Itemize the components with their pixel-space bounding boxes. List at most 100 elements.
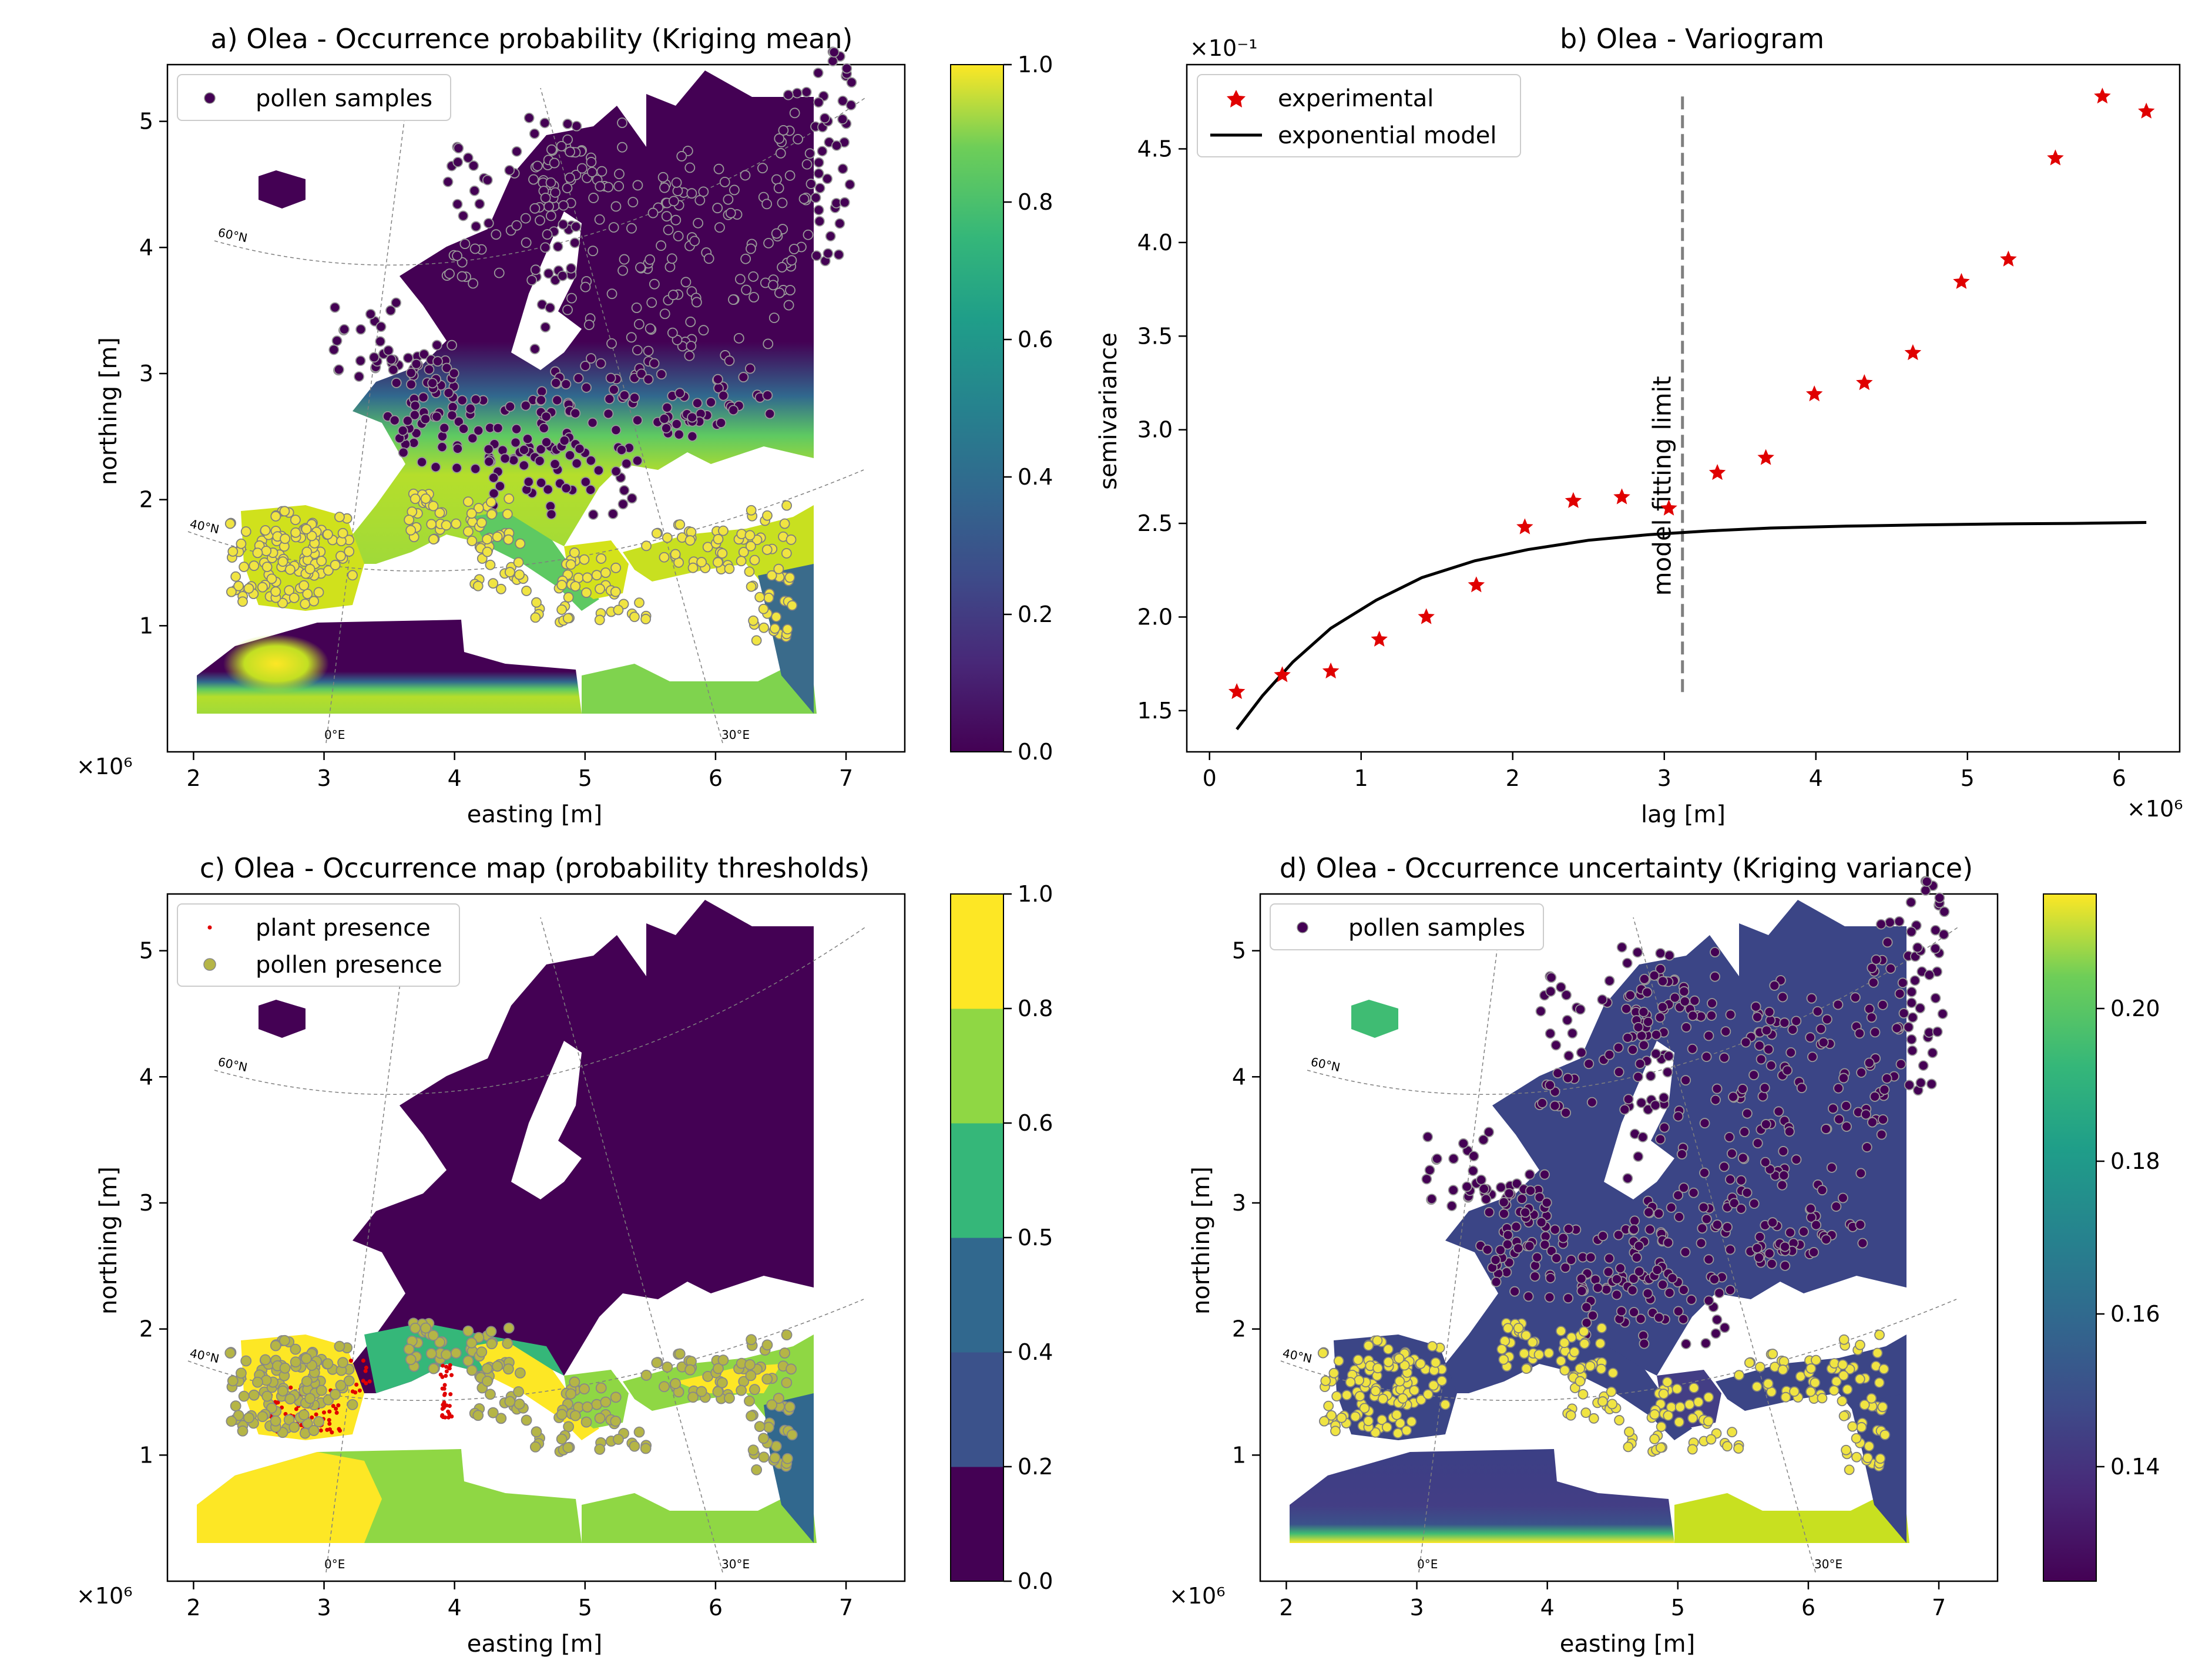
sample-point [1370, 1386, 1381, 1397]
sample-point [746, 581, 757, 592]
sample-point [538, 423, 549, 433]
x-tick-label: 6 [2112, 765, 2126, 791]
sample-point [1446, 1201, 1457, 1212]
sample-point [1857, 1238, 1868, 1249]
pollen-presence-point [556, 1433, 568, 1445]
panel-c-y-axis: 1 2 3 4 5 [139, 938, 167, 1468]
sample-point [1939, 906, 1950, 917]
panel-d-x-offset: ×10⁶ [1169, 1583, 1225, 1609]
sample-point [492, 532, 503, 542]
sample-point [1636, 1030, 1647, 1041]
sample-point [1377, 1414, 1388, 1426]
sample-point [748, 292, 759, 302]
sample-point [1511, 1221, 1522, 1232]
colorbar-tick-label: 0.5 [1018, 1225, 1053, 1251]
sample-point [1719, 1052, 1730, 1063]
y-tick-label: 5 [139, 109, 153, 135]
sample-point [540, 193, 551, 203]
sample-point [1678, 1285, 1689, 1296]
pollen-presence-point [290, 1356, 301, 1368]
sample-point [777, 197, 788, 209]
pollen-presence-point [266, 1402, 277, 1414]
sample-point [781, 500, 792, 511]
sample-point [368, 352, 380, 363]
experimental-point [2138, 102, 2155, 119]
sample-point [1597, 1396, 1608, 1407]
sample-point [1422, 1131, 1434, 1142]
sample-point [1727, 1427, 1737, 1438]
sample-point [1632, 947, 1643, 958]
sample-point [1448, 1153, 1459, 1164]
sample-point [486, 496, 496, 507]
sample-point [316, 556, 327, 566]
sample-point [333, 364, 344, 375]
pollen-presence-point [441, 1349, 452, 1360]
plant-presence-point [367, 1379, 372, 1384]
sample-point [551, 378, 562, 388]
sample-point [503, 534, 514, 545]
sample-point [1688, 1187, 1699, 1198]
sample-point [1428, 1380, 1439, 1391]
plant-presence-point [361, 1379, 365, 1383]
pollen-presence-point [716, 1377, 728, 1389]
x-tick-label: 5 [578, 765, 592, 791]
sample-point [457, 395, 468, 406]
sample-point [646, 297, 657, 308]
sample-point [541, 436, 552, 448]
sample-point [1592, 1282, 1603, 1293]
pollen-presence-point [224, 1347, 236, 1359]
plant-presence-point [439, 1414, 444, 1418]
sample-point [582, 572, 593, 583]
sample-point [226, 586, 237, 597]
sample-point [1861, 1109, 1871, 1120]
sample-point [1856, 1067, 1867, 1078]
sample-point [1930, 993, 1941, 1004]
sample-point [1562, 1014, 1573, 1026]
pollen-presence-point [595, 1382, 607, 1394]
panel-a-graticule [187, 88, 867, 744]
y-tick-label: 1 [139, 613, 153, 638]
sample-point [661, 423, 672, 433]
sample-point [674, 519, 686, 530]
sample-point [1838, 1410, 1850, 1421]
sample-point [1658, 1389, 1669, 1400]
pollen-presence-point [746, 1334, 757, 1346]
sample-point [744, 363, 756, 374]
sample-point [1607, 1399, 1618, 1410]
sample-point [645, 254, 656, 265]
pollen-presence-point [662, 1361, 673, 1373]
panel-b-y-offset: ×10⁻¹ [1190, 35, 1257, 61]
sample-point [1777, 991, 1788, 1003]
sample-point [1877, 1401, 1888, 1413]
sample-point [227, 546, 239, 557]
sample-point [556, 580, 568, 590]
sample-point [1534, 1192, 1545, 1203]
x-tick-label: 5 [578, 1595, 592, 1621]
x-tick-label: 4 [448, 1595, 462, 1621]
sample-point [1634, 1058, 1646, 1069]
sample-point [1711, 1083, 1723, 1094]
sample-point [1579, 1326, 1589, 1337]
sample-point [270, 511, 281, 522]
sample-point [643, 374, 654, 385]
sample-point [1904, 1080, 1915, 1091]
sample-point [484, 456, 495, 467]
sample-point [634, 597, 645, 609]
sample-point [783, 89, 794, 100]
sample-point [566, 293, 577, 304]
plant-presence-point [444, 1369, 449, 1374]
y-tick-label: 4 [139, 234, 153, 260]
sample-point [1859, 1399, 1870, 1410]
sample-point [571, 458, 582, 469]
sample-point [714, 222, 725, 233]
sample-point [530, 612, 541, 623]
sample-point [746, 243, 756, 254]
sample-point [1545, 1272, 1556, 1283]
pollen-presence-point [504, 1396, 516, 1407]
sample-point [600, 567, 611, 578]
sample-point [1633, 1022, 1644, 1033]
sample-point [749, 554, 760, 566]
sample-point [1520, 1207, 1531, 1218]
pollen-presence-point [562, 1442, 574, 1453]
sample-point [1657, 976, 1668, 987]
